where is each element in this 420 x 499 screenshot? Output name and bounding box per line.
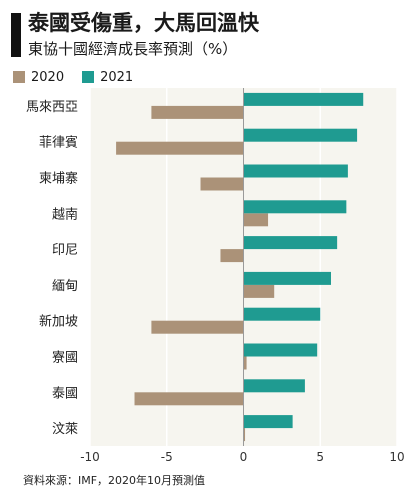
x-tick-label: 5 [316, 450, 324, 464]
chart-header: 泰國受傷重，大馬回溫快 東協十國經濟成長率預測（%） [0, 0, 420, 70]
category-label: 緬甸 [52, 279, 78, 294]
category-label: 馬來西亞 [26, 100, 78, 115]
bar-2020 [200, 177, 244, 191]
legend-swatch-2020 [13, 71, 25, 83]
bar-2021 [243, 307, 321, 321]
bar-2021 [243, 164, 348, 178]
bar-2021 [243, 200, 347, 214]
bar-2021 [243, 415, 293, 429]
title-accent-bar [11, 13, 21, 57]
bar-2020 [220, 249, 244, 263]
bar-2021 [243, 343, 318, 357]
x-tick-label: -10 [80, 450, 100, 464]
bar-2021 [243, 236, 338, 250]
bar-2020 [151, 105, 244, 119]
category-label: 汶萊 [52, 421, 78, 437]
category-label: 新加坡 [39, 314, 78, 330]
bar-2020 [243, 356, 247, 370]
bar-2021 [243, 271, 331, 285]
category-label: 寮國 [52, 350, 78, 366]
legend-label-2021: 2021 [100, 69, 134, 85]
chart-legend: 2020 2021 [13, 68, 151, 86]
bar-2020 [151, 320, 244, 334]
bar-2020 [243, 284, 275, 298]
bar-2021 [243, 379, 305, 393]
category-label: 越南 [52, 206, 78, 222]
legend-label-2020: 2020 [31, 69, 65, 85]
bar-2020 [243, 213, 269, 227]
x-tick-label: 10 [389, 450, 404, 464]
bar-2020 [116, 141, 244, 155]
legend-item-2021: 2021 [82, 70, 133, 85]
bar-2021 [243, 128, 358, 142]
category-label: 柬埔寨 [39, 171, 78, 187]
category-label: 印尼 [52, 243, 78, 258]
legend-swatch-2021 [82, 71, 95, 83]
source-note: 資料來源：IMF，2020年10月預測值 [23, 474, 206, 487]
category-label: 菲律賓 [39, 135, 78, 151]
chart-title: 泰國受傷重，大馬回溫快 [28, 11, 259, 35]
category-label: 泰國 [52, 386, 78, 401]
legend-item-2020: 2020 [13, 70, 64, 85]
x-tick-label: 0 [240, 450, 248, 464]
bar-2020 [243, 428, 246, 442]
bar-2020 [134, 392, 244, 406]
chart-subtitle: 東協十國經濟成長率預測（%） [28, 40, 238, 58]
bar-2021 [243, 92, 364, 106]
x-tick-label: -5 [161, 450, 173, 464]
